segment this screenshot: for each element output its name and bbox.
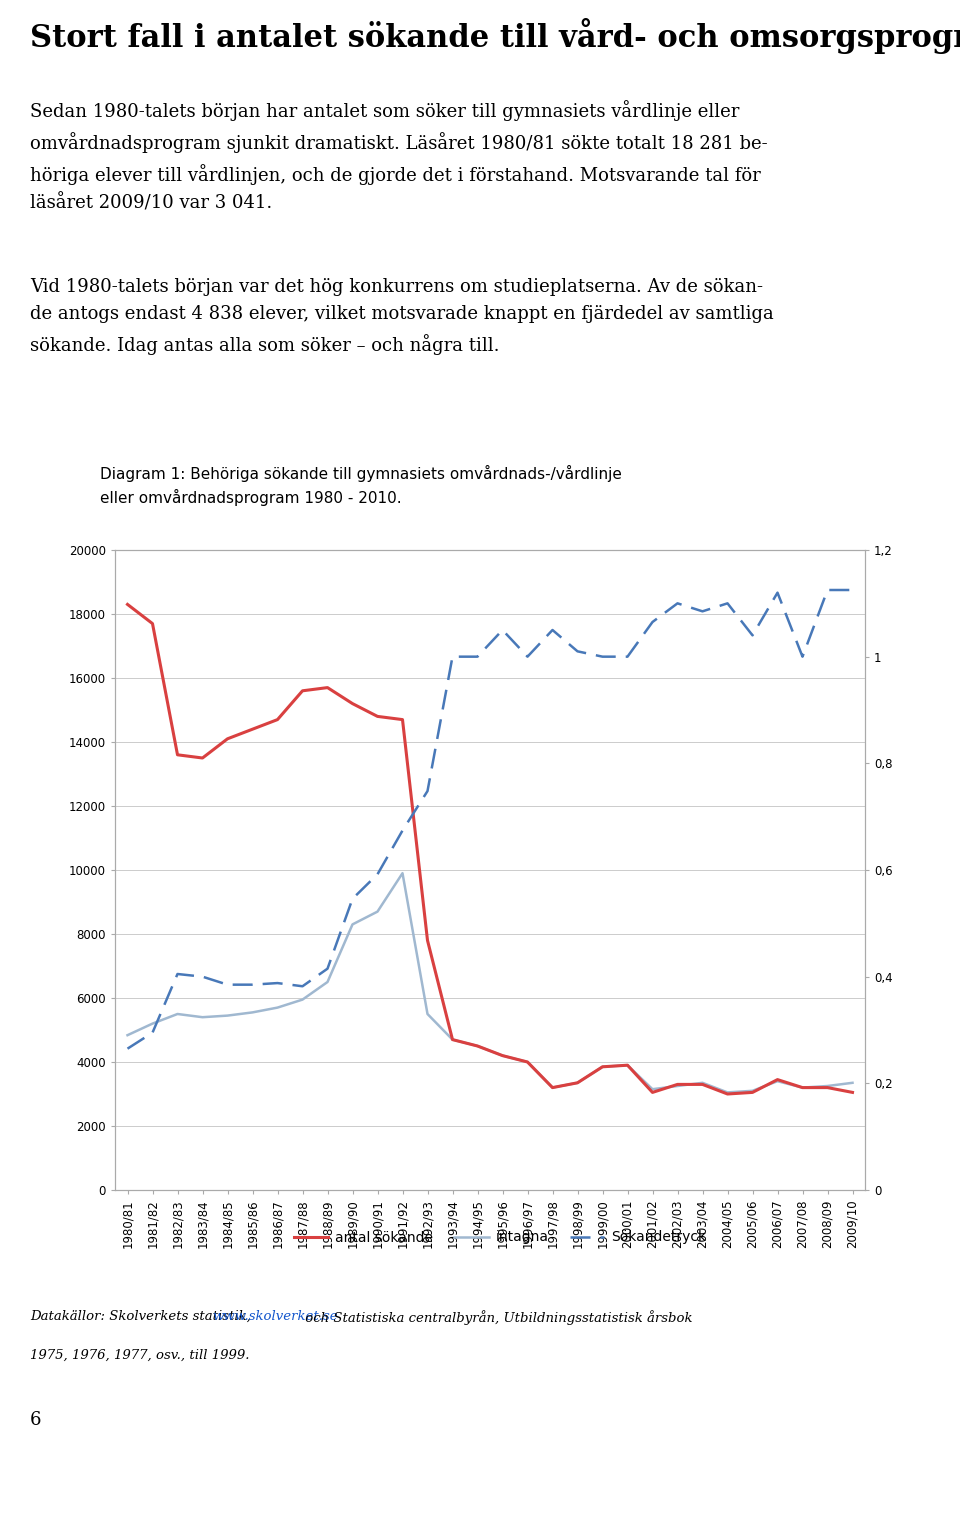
Text: Diagram 1: Behöriga sökande till gymnasiets omvårdnads-/vårdlinje
eller omvårdna: Diagram 1: Behöriga sökande till gymnasi… bbox=[100, 465, 622, 505]
Text: 1975, 1976, 1977, osv., till 1999.: 1975, 1976, 1977, osv., till 1999. bbox=[30, 1350, 250, 1362]
Text: Vid 1980-talets början var det hög konkurrens om studieplatserna. Av de sökan-
d: Vid 1980-talets början var det hög konku… bbox=[30, 278, 774, 355]
Text: Datakällor: Skolverkets statistik,: Datakällor: Skolverkets statistik, bbox=[30, 1310, 255, 1324]
Text: Sedan 1980-talets början har antalet som söker till gymnasiets vårdlinje eller
o: Sedan 1980-talets början har antalet som… bbox=[30, 100, 768, 213]
Text: och Statistiska centralbyrån, Utbildningsstatistisk årsbok: och Statistiska centralbyrån, Utbildning… bbox=[301, 1310, 693, 1325]
Text: 6: 6 bbox=[30, 1412, 41, 1428]
Text: Stort fall i antalet sökande till vård- och omsorgsprogrammet: Stort fall i antalet sökande till vård- … bbox=[30, 18, 960, 55]
Legend: antal sökande, intagna, Sökandetryck: antal sökande, intagna, Sökandetryck bbox=[288, 1225, 712, 1249]
Text: www.skolverket.se: www.skolverket.se bbox=[213, 1310, 338, 1324]
